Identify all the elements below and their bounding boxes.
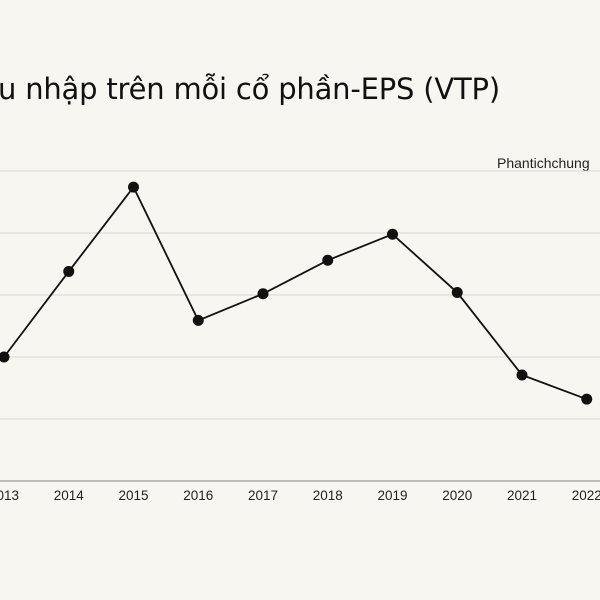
data-point-2013: [0, 351, 10, 363]
x-tick-label-2014: 2014: [54, 488, 85, 503]
x-tick-label-2015: 2015: [118, 488, 148, 503]
x-tick-labels: 2013 2014 2015 2016 2017 2018 2019 2020 2021 2022: [0, 488, 600, 503]
x-tick-label-2019: 2019: [377, 488, 407, 503]
x-tick-label-2013: 2013: [0, 488, 19, 503]
data-point-2020: [451, 287, 463, 299]
data-points: [0, 181, 593, 405]
data-point-2014: [63, 265, 75, 277]
chart-title: u nhập trên mỗi cổ phần-EPS (VTP): [0, 72, 500, 106]
data-point-2021: [516, 369, 528, 381]
data-point-2015: [128, 181, 139, 193]
data-point-2019: [387, 228, 398, 240]
data-point-2017: [257, 288, 269, 300]
data-point-2018: [322, 254, 334, 266]
gridlines: [0, 170, 600, 420]
x-tick-label-2018: 2018: [313, 488, 343, 503]
x-tick-label-2017: 2017: [248, 488, 278, 503]
x-tick-label-2022: 2022: [572, 488, 600, 503]
source-label: Phantichchung: [497, 155, 590, 171]
data-point-2022: [581, 393, 593, 405]
data-point-2016: [192, 314, 204, 326]
x-tick-label-2021: 2021: [507, 488, 537, 503]
x-tick-label-2016: 2016: [183, 488, 213, 503]
series-line: [3, 185, 588, 401]
x-tick-label-2020: 2020: [442, 488, 472, 503]
